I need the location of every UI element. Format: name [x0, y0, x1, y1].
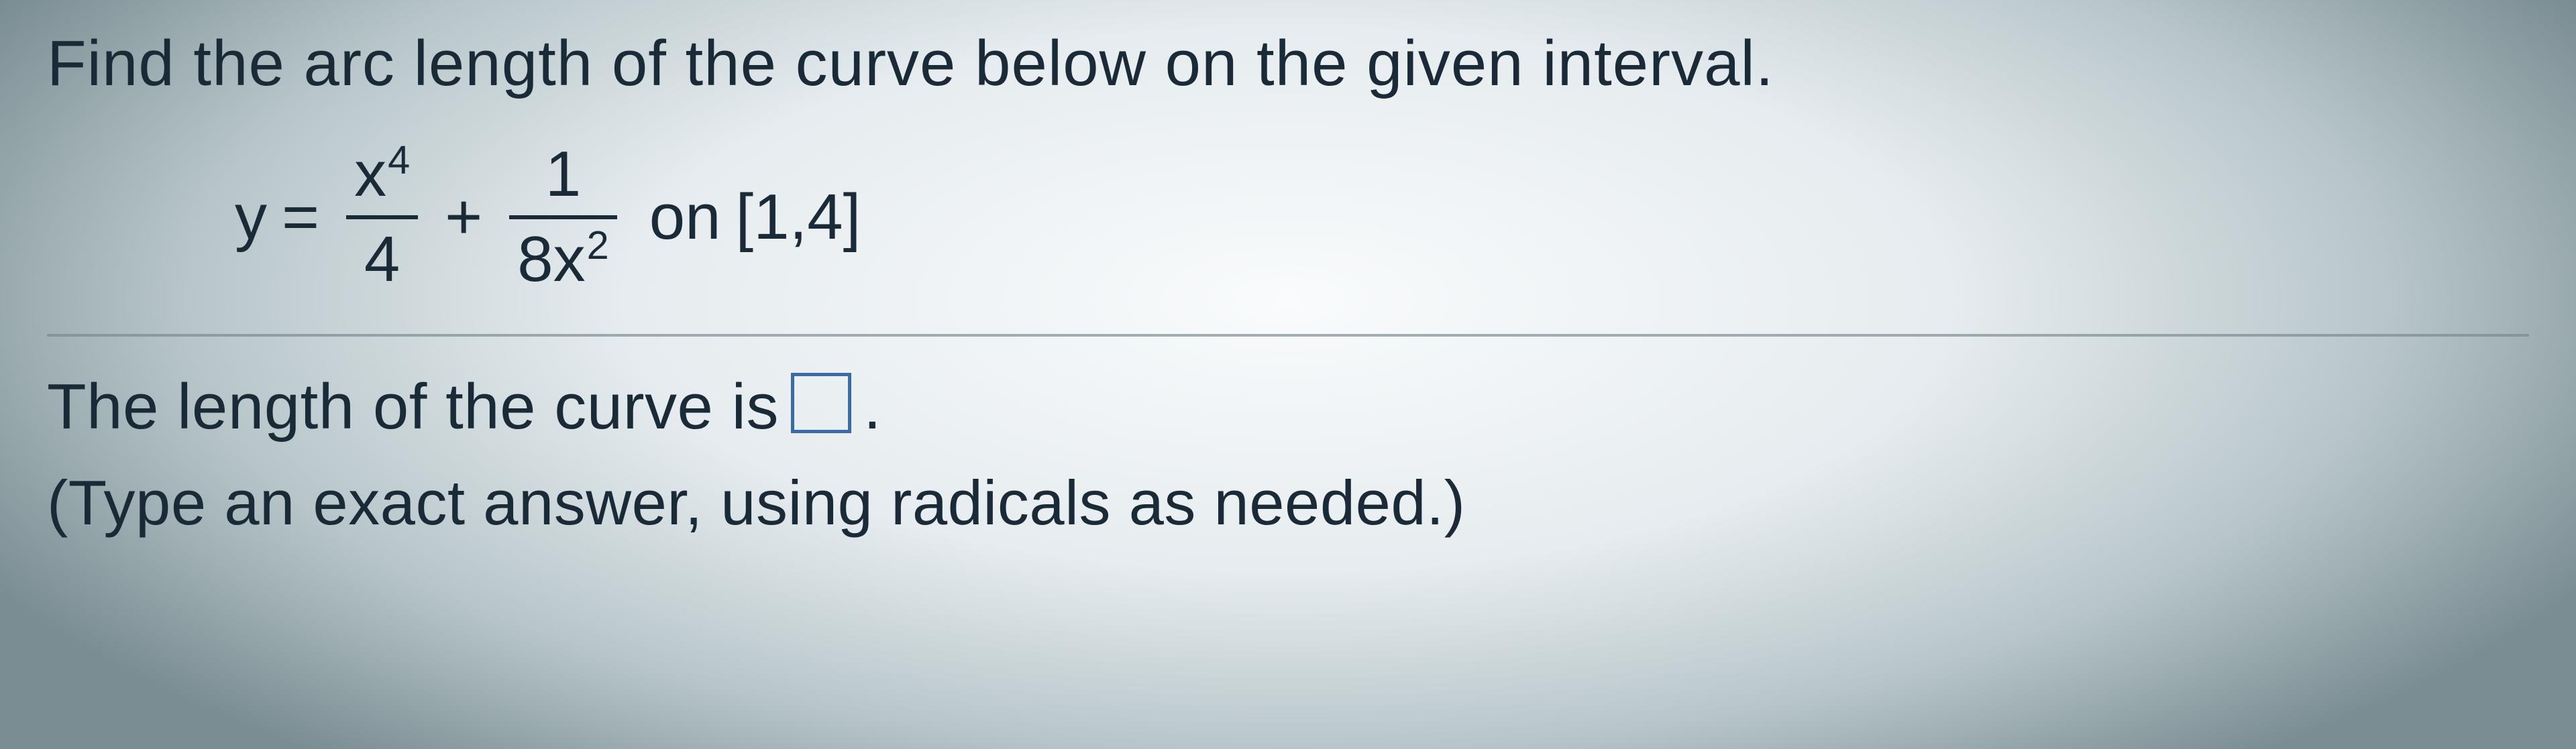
eq-frac2-denominator: 8x2 [509, 226, 617, 294]
equation-display: y = x4 4 + 1 8x2 on [1,4] [235, 141, 2529, 294]
fraction-bar [346, 215, 418, 219]
eq-frac1-num-base: x [354, 138, 386, 210]
eq-frac1-numerator: x4 [346, 141, 418, 209]
eq-frac1-num-exp: 4 [388, 137, 410, 182]
answer-period: . [863, 370, 881, 444]
question-page: Find the arc length of the curve below o… [0, 0, 2576, 749]
answer-hint: (Type an exact answer, using radicals as… [47, 467, 2529, 539]
eq-frac1-denominator: 4 [356, 226, 408, 294]
eq-lhs-var: y [235, 180, 267, 254]
eq-plus: + [445, 180, 482, 254]
eq-fraction-1: x4 4 [346, 141, 418, 294]
eq-frac2-numerator: 1 [537, 141, 589, 209]
eq-on-text: on [649, 180, 721, 254]
answer-lead-text: The length of the curve is [47, 370, 779, 444]
question-prompt: Find the arc length of the curve below o… [47, 27, 2529, 101]
eq-interval: [1,4] [736, 180, 861, 254]
fraction-bar [509, 215, 617, 219]
eq-frac2-den-base: x [553, 223, 586, 295]
eq-frac2-den-exp: 2 [587, 223, 609, 268]
answer-row: The length of the curve is . [47, 370, 2529, 444]
answer-input[interactable] [791, 373, 851, 433]
eq-frac2-den-coef: 8 [517, 223, 553, 295]
eq-fraction-2: 1 8x2 [509, 141, 617, 294]
section-divider [47, 334, 2529, 337]
eq-equals: = [282, 180, 319, 254]
